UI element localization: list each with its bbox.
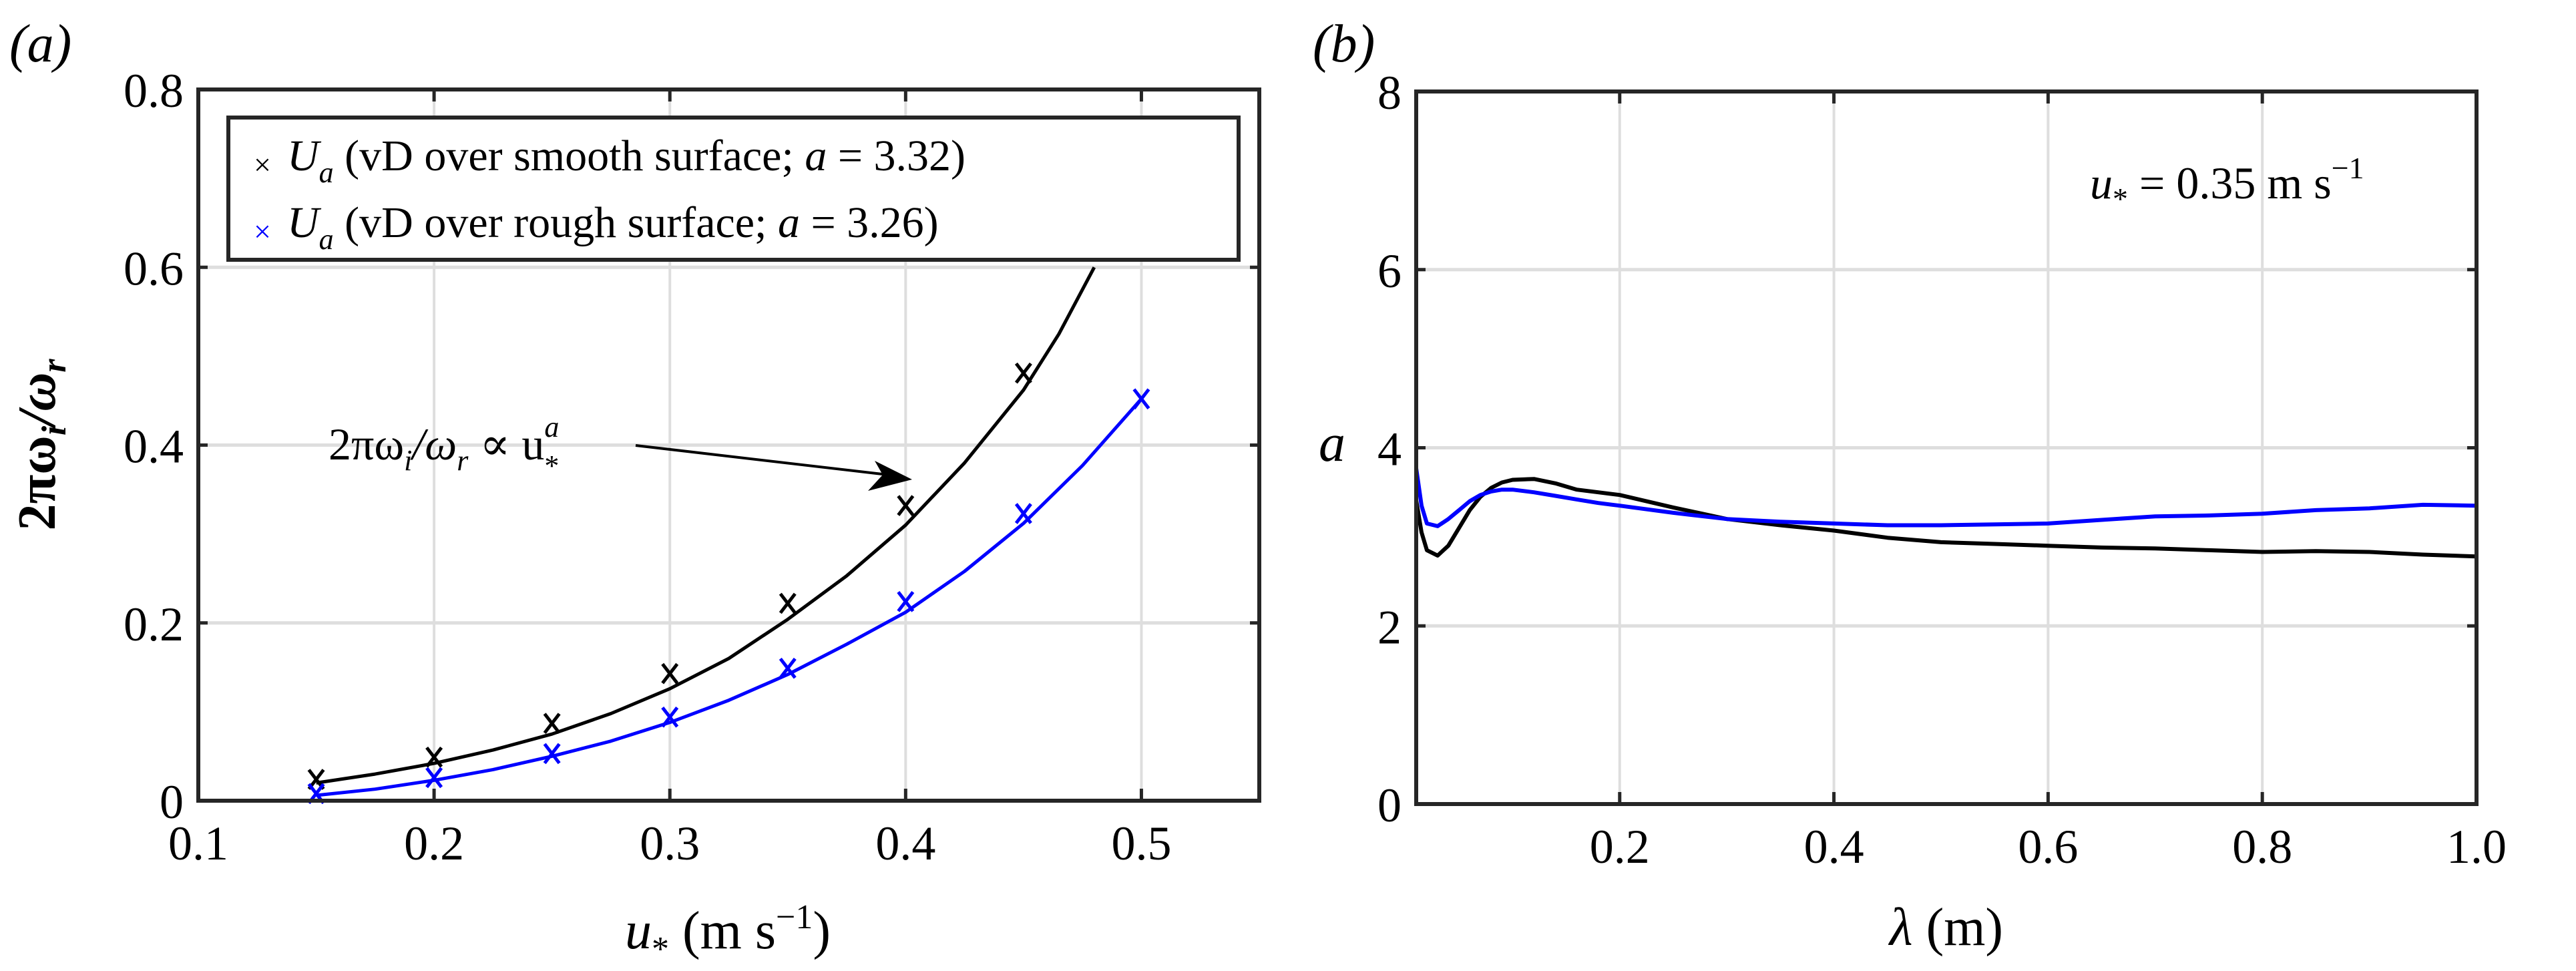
data-point-marker-icon: [779, 592, 797, 614]
panel-label-a: (a): [9, 15, 71, 73]
x-tick-label: 0.8: [2232, 820, 2292, 873]
curves-b: [1414, 467, 2477, 559]
x-tick-label: 0.6: [2018, 820, 2078, 873]
x-tick-label: 0.3: [640, 817, 700, 870]
data-line: [1414, 467, 2477, 528]
data-point-marker-icon: [661, 662, 679, 685]
tick-labels-b: 0.2 0.4 0.6 0.8 1.0 0 2 4 6 8: [1377, 66, 2507, 873]
arrow-line: [635, 444, 889, 476]
y-tick-label: 0: [1377, 779, 1402, 832]
legend-a: × Ua (vD over smooth surface; a = 3.32) …: [226, 116, 1241, 262]
x-axis-label-a: u* (m s−1): [625, 898, 831, 968]
annotation-text: 2πωi/ωr ∝ ua *: [329, 411, 559, 482]
legend-label: Ua (vD over rough surface; a = 3.26): [287, 198, 939, 256]
data-point-marker-icon: [543, 713, 561, 735]
y-tick-label: 0.4: [124, 420, 184, 473]
ticks-a: [196, 87, 1259, 803]
fit-curve: [316, 266, 1096, 785]
grid-b: [1416, 91, 2477, 804]
data-point-marker-icon: [425, 767, 443, 789]
panel-label-b: (b): [1313, 15, 1375, 73]
y-tick-label: 8: [1377, 66, 1402, 120]
data-point-marker-icon: [897, 590, 915, 612]
data-point-marker-icon: [543, 743, 561, 765]
x-tick-label: 0.1: [168, 817, 228, 870]
legend-item-rough: × Ua (vD over rough surface; a = 3.26): [254, 198, 939, 256]
data-point-marker-icon: [897, 495, 915, 516]
panel-a: (a) 0.1 0.2 0.3 0.4 0.5 0 0.2 0.4 0.6 0.8 2πωi/ωr…: [8, 15, 1261, 968]
data-point-marker-icon: [1132, 388, 1150, 410]
tick-labels-a: 0.1 0.2 0.3 0.4 0.5 0 0.2 0.4 0.6 0.8: [124, 64, 1171, 870]
data-markers-a: [307, 362, 1150, 805]
x-tick-label: 0.4: [875, 817, 935, 870]
legend-marker-icon: ×: [254, 148, 271, 182]
power-law-annotation: 2πωi/ωr ∝ ua *: [329, 411, 912, 491]
data-line: [1414, 477, 2477, 559]
panel-b: (b) 0.2 0.4 0.6 0.8 1.0 0 2 4 6 8 u* = 0.35 m s−1…: [1313, 15, 2507, 957]
y-tick-label: 0.6: [124, 242, 184, 295]
x-tick-label: 0.2: [404, 817, 464, 870]
data-point-marker-icon: [661, 707, 679, 728]
x-tick-label: 1.0: [2446, 820, 2507, 873]
ustar-annotation: u* = 0.35 m s−1: [2090, 151, 2364, 216]
fit-curve: [316, 397, 1143, 797]
data-point-marker-icon: [1014, 503, 1032, 524]
y-tick-label: 2: [1377, 600, 1402, 654]
y-tick-label: 0.8: [124, 64, 184, 118]
x-axis-label-b: λ (m): [1888, 898, 2003, 957]
y-axis-label-a: 2πωi/ωr: [8, 359, 73, 531]
data-point-marker-icon: [1014, 362, 1032, 384]
fit-curves-a: [316, 266, 1143, 797]
x-tick-label: 0.4: [1804, 820, 1864, 873]
y-axis-label-b: a: [1319, 414, 1345, 473]
legend-box: [226, 116, 1241, 262]
arrow-head-icon: [868, 461, 912, 491]
data-point-marker-icon: [779, 657, 797, 679]
legend-marker-icon: ×: [254, 214, 271, 248]
x-tick-label: 0.5: [1111, 817, 1171, 870]
y-tick-label: 6: [1377, 244, 1402, 298]
ticks-b: [1416, 89, 2479, 806]
y-tick-label: 4: [1377, 423, 1402, 476]
data-point-marker-icon: [425, 746, 443, 768]
legend-label: Ua (vD over smooth surface; a = 3.32): [287, 132, 965, 189]
y-tick-label: 0.2: [124, 598, 184, 651]
y-tick-label: 0: [160, 775, 184, 829]
legend-item-smooth: × Ua (vD over smooth surface; a = 3.32): [254, 132, 965, 189]
x-tick-label: 0.2: [1590, 820, 1650, 873]
